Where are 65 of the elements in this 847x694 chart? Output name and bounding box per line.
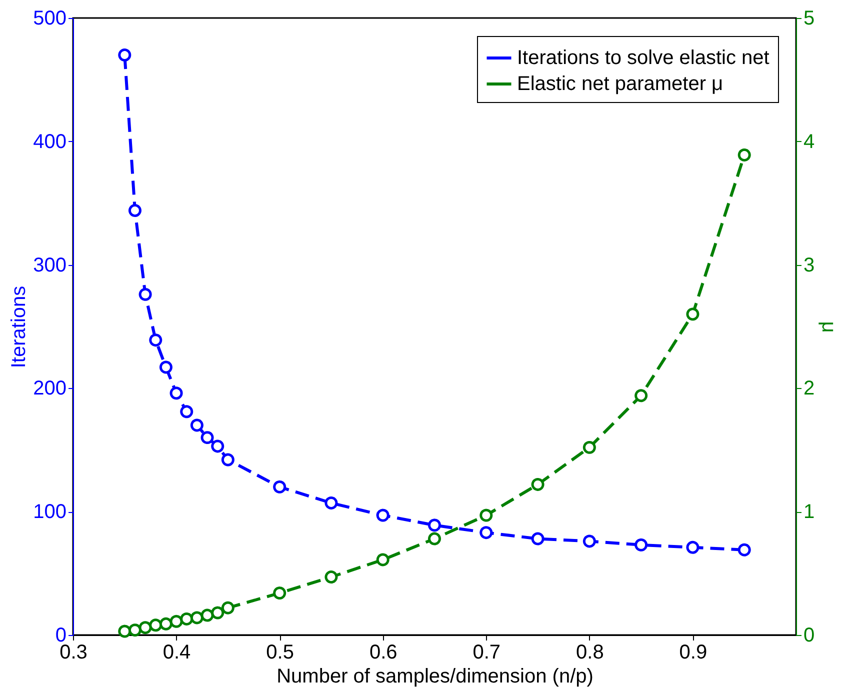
- point: [531, 478, 544, 491]
- point: [273, 586, 286, 600]
- legend-label: Elastic net parameter μ: [517, 73, 724, 95]
- point: [686, 540, 700, 554]
- point: [211, 606, 224, 620]
- x-tick-label: 0.5: [266, 642, 294, 664]
- point: [582, 534, 596, 548]
- point: [738, 148, 751, 162]
- y2-tick-label: 0: [804, 624, 815, 646]
- point: [159, 360, 172, 374]
- y-tick-label: 100: [33, 501, 66, 524]
- point: [118, 48, 132, 62]
- point: [428, 518, 441, 532]
- y-tick-label: 500: [33, 8, 66, 30]
- x-tick-label: 0.6: [369, 642, 398, 664]
- y2-tick-label: 5: [804, 8, 815, 30]
- point: [190, 611, 204, 624]
- x-tick-label: 0.7: [472, 642, 501, 664]
- point: [149, 618, 162, 632]
- point: [128, 624, 142, 637]
- y-tick-label: 400: [33, 130, 66, 153]
- y2-tick-label: 1: [804, 501, 815, 524]
- point: [149, 334, 162, 347]
- point: [200, 431, 214, 444]
- point: [273, 480, 286, 494]
- point: [428, 532, 441, 546]
- y-axis-title: Iterations: [8, 286, 30, 368]
- x-axis-title: Number of samples/dimension (n/p): [276, 666, 594, 688]
- y-tick-label: 200: [33, 378, 66, 400]
- point: [480, 526, 493, 540]
- point: [170, 386, 183, 400]
- point: [221, 453, 234, 466]
- point: [180, 612, 194, 626]
- point: [738, 543, 751, 556]
- point: [376, 553, 390, 566]
- point: [118, 624, 132, 638]
- point: [634, 538, 648, 552]
- point: [159, 617, 172, 630]
- legend-label: Iterations to solve elastic net: [517, 47, 770, 69]
- point: [376, 508, 390, 522]
- x-tick-label: 0.3: [60, 642, 88, 664]
- y2-tick-label: 4: [804, 130, 815, 153]
- point: [634, 389, 648, 402]
- y2-tick-label: 3: [804, 254, 815, 276]
- y2-tick-label: 2: [804, 378, 815, 400]
- point: [686, 308, 700, 321]
- point: [531, 532, 544, 546]
- point: [190, 418, 204, 432]
- point: [221, 601, 234, 614]
- point: [324, 570, 338, 584]
- point: [480, 508, 493, 522]
- point: [211, 440, 224, 453]
- y-tick-label: 300: [33, 254, 66, 276]
- y2-axis-title: μ: [818, 321, 840, 333]
- point: [128, 204, 142, 217]
- point: [180, 405, 194, 418]
- point: [170, 614, 183, 628]
- point: [138, 621, 152, 634]
- point: [324, 496, 338, 510]
- point: [582, 440, 596, 454]
- x-tick-label: 0.9: [679, 642, 708, 664]
- point: [138, 288, 152, 301]
- x-tick-label: 0.8: [576, 642, 604, 664]
- x-tick-label: 0.4: [162, 642, 191, 664]
- point: [200, 608, 214, 622]
